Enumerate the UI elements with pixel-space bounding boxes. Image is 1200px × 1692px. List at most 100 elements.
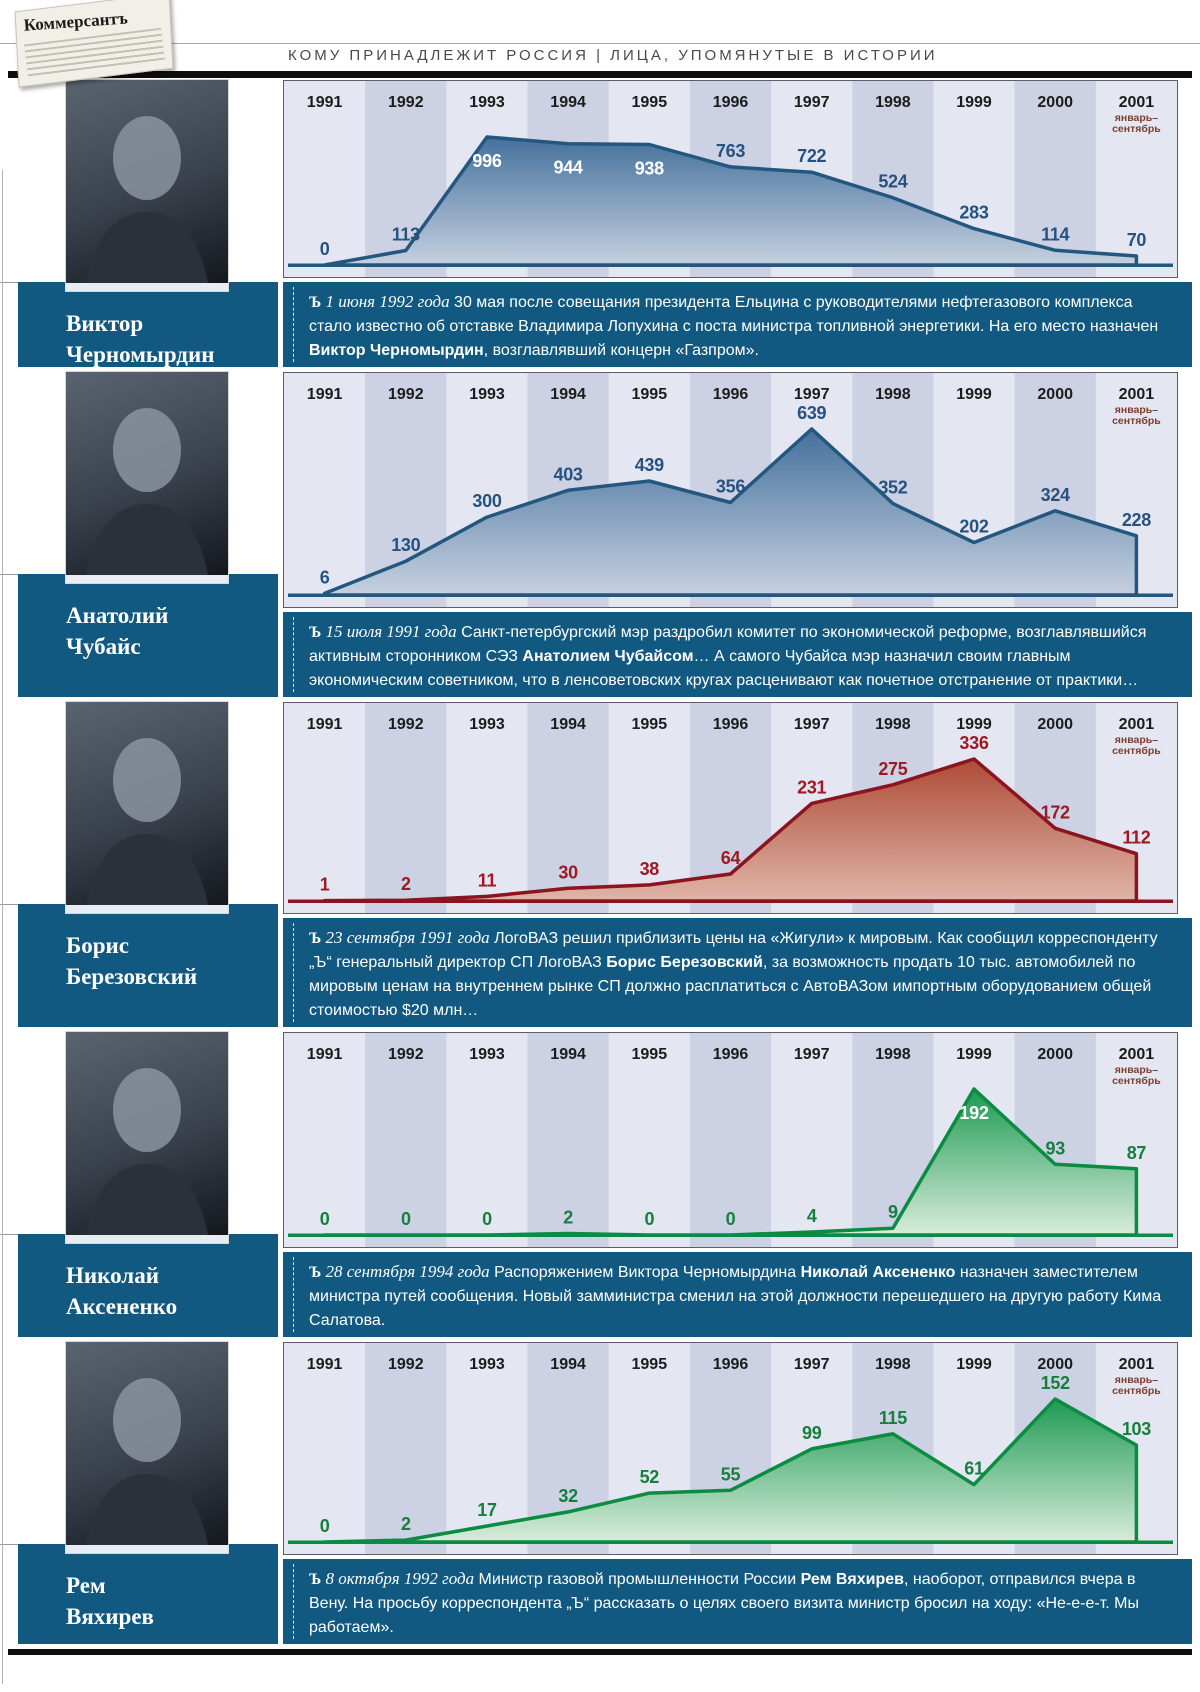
mentions-chart: 1991 1992 1993 1994 1995 1996 1997 1998 1999 2000… [283, 80, 1178, 278]
svg-text:январь–: январь– [1115, 404, 1158, 416]
portrait-image [66, 372, 228, 575]
svg-text:52: 52 [640, 1467, 660, 1487]
name-box: Борис Березовский [18, 904, 278, 1027]
header-black-bar [8, 71, 1192, 78]
svg-text:0: 0 [401, 1209, 411, 1229]
person-name: Виктор Черномырдин [66, 311, 215, 367]
quote-text: Ъ 28 сентября 1994 года Распоряжением Ви… [309, 1262, 1162, 1329]
svg-text:1994: 1994 [550, 386, 586, 403]
svg-text:1997: 1997 [794, 1046, 830, 1063]
name-box: Рем Вяхирев [18, 1544, 278, 1644]
svg-text:722: 722 [797, 146, 826, 166]
svg-text:1993: 1993 [469, 1046, 505, 1063]
mentions-chart: 1991 1992 1993 1994 1995 1996 1997 1998 1999 2000… [283, 1342, 1178, 1555]
svg-text:70: 70 [1127, 230, 1147, 250]
svg-text:1993: 1993 [469, 94, 505, 111]
svg-text:1999: 1999 [956, 1356, 992, 1373]
svg-text:1994: 1994 [550, 94, 586, 111]
svg-text:336: 336 [959, 733, 988, 753]
portrait-photo [66, 372, 228, 583]
chart-column: 1991 1992 1993 1994 1995 1996 1997 1998 1999 2000… [283, 80, 1192, 367]
name-box: Виктор Черномырдин [18, 282, 278, 367]
svg-text:сентябрь: сентябрь [1112, 1075, 1161, 1087]
portrait-photo [66, 1032, 228, 1243]
svg-text:0: 0 [726, 1209, 736, 1229]
person-section-berezovsky: Борис Березовский 1991 1992 1993 1994 1995 19… [0, 702, 1200, 1027]
svg-text:1994: 1994 [550, 716, 586, 733]
page-header: Коммерсантъ КОМУ ПРИНАДЛЕЖИТ РОССИЯ | ЛИ… [0, 0, 1200, 88]
svg-text:639: 639 [797, 403, 826, 423]
svg-text:1999: 1999 [956, 716, 992, 733]
svg-text:0: 0 [320, 239, 330, 259]
svg-text:300: 300 [472, 491, 501, 511]
svg-text:2000: 2000 [1037, 1356, 1073, 1373]
svg-text:231: 231 [797, 777, 826, 797]
svg-text:944: 944 [554, 158, 583, 178]
svg-text:1998: 1998 [875, 1356, 911, 1373]
person-name: Рем Вяхирев [66, 1573, 154, 1629]
svg-text:январь–: январь– [1115, 734, 1158, 746]
svg-text:202: 202 [959, 517, 988, 537]
svg-text:1997: 1997 [794, 1356, 830, 1373]
svg-text:439: 439 [635, 455, 664, 475]
svg-text:2: 2 [401, 874, 411, 894]
svg-text:1991: 1991 [307, 94, 343, 111]
person-silhouette-icon [86, 1378, 208, 1545]
svg-text:6: 6 [320, 567, 330, 587]
svg-text:938: 938 [635, 159, 664, 179]
svg-text:55: 55 [721, 1464, 741, 1484]
svg-text:2001: 2001 [1119, 1356, 1155, 1373]
photo-caption-strip [66, 1235, 228, 1243]
person-column: Николай Аксененко [0, 1032, 283, 1337]
quote-text: Ъ 8 октября 1992 года Министр газовой пр… [309, 1569, 1140, 1636]
svg-text:1: 1 [320, 875, 330, 895]
chart-column: 1991 1992 1993 1994 1995 1996 1997 1998 1999 2000… [283, 1032, 1192, 1337]
svg-text:1992: 1992 [388, 1046, 424, 1063]
quote-box: Ъ 8 октября 1992 года Министр газовой пр… [283, 1559, 1192, 1644]
svg-text:январь–: январь– [1115, 1374, 1158, 1386]
svg-text:64: 64 [721, 848, 741, 868]
svg-text:2: 2 [563, 1208, 573, 1228]
svg-text:30: 30 [558, 862, 578, 882]
page-title: КОМУ ПРИНАДЛЕЖИТ РОССИЯ | ЛИЦА, УПОМЯНУТ… [288, 47, 938, 64]
svg-text:1991: 1991 [307, 716, 343, 733]
svg-text:1995: 1995 [632, 1046, 668, 1063]
name-tick-rule [0, 282, 18, 283]
svg-text:115: 115 [879, 1408, 907, 1428]
portrait-image [66, 80, 228, 283]
quote-box: Ъ 28 сентября 1994 года Распоряжением Ви… [283, 1252, 1192, 1337]
svg-text:2000: 2000 [1037, 716, 1073, 733]
svg-text:1998: 1998 [875, 94, 911, 111]
photo-caption-strip [66, 575, 228, 583]
svg-text:0: 0 [320, 1516, 330, 1536]
svg-text:172: 172 [1041, 802, 1070, 822]
name-tick-rule [0, 904, 18, 905]
svg-text:1999: 1999 [956, 94, 992, 111]
svg-text:1998: 1998 [875, 386, 911, 403]
svg-text:130: 130 [391, 535, 420, 555]
svg-text:1997: 1997 [794, 716, 830, 733]
person-section-vyakhirev: Рем Вяхирев 1991 1992 1993 1994 1995 1996 1997… [0, 1342, 1200, 1644]
svg-text:2001: 2001 [1119, 1046, 1155, 1063]
portrait-image [66, 702, 228, 905]
svg-text:сентябрь: сентябрь [1112, 415, 1161, 427]
portrait-photo [66, 1342, 228, 1553]
person-section-aksenenko: Николай Аксененко 1991 1992 1993 1994 1995 19… [0, 1032, 1200, 1337]
svg-text:1993: 1993 [469, 1356, 505, 1373]
svg-text:9: 9 [888, 1202, 898, 1222]
svg-text:1998: 1998 [875, 1046, 911, 1063]
person-column: Виктор Черномырдин [0, 80, 283, 367]
svg-text:1995: 1995 [632, 716, 668, 733]
svg-text:1992: 1992 [388, 94, 424, 111]
footer-black-bar [8, 1649, 1192, 1655]
mentions-chart: 1991 1992 1993 1994 1995 1996 1997 1998 1999 2000… [283, 372, 1178, 608]
quote-box: Ъ 1 июня 1992 года 30 мая после совещани… [283, 282, 1192, 367]
svg-text:1996: 1996 [713, 386, 749, 403]
chart-column: 1991 1992 1993 1994 1995 1996 1997 1998 1999 2000… [283, 1342, 1192, 1644]
svg-text:32: 32 [558, 1486, 578, 1506]
svg-text:0: 0 [320, 1209, 330, 1229]
svg-text:1991: 1991 [307, 1356, 343, 1373]
svg-text:114: 114 [1041, 224, 1069, 244]
svg-text:сентябрь: сентябрь [1112, 123, 1161, 135]
